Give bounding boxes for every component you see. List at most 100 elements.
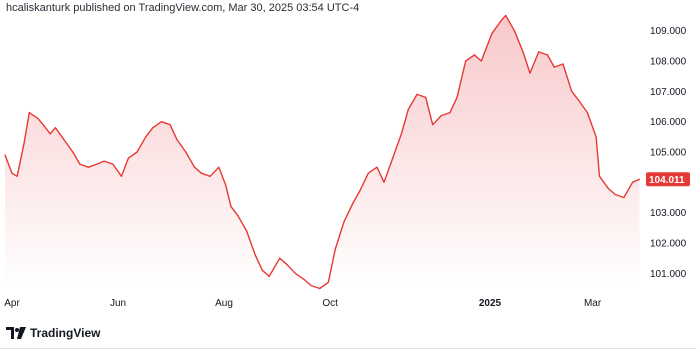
author-name: hcaliskanturk xyxy=(6,2,71,14)
data-point xyxy=(42,124,44,126)
data-point xyxy=(623,196,625,199)
data-point xyxy=(169,124,171,126)
data-point xyxy=(103,160,105,162)
data-point xyxy=(383,181,385,183)
data-point xyxy=(632,181,634,183)
data-point xyxy=(193,166,196,168)
data-point xyxy=(268,275,270,277)
data-point xyxy=(638,178,641,180)
data-point xyxy=(449,112,451,114)
data-point xyxy=(23,142,25,144)
publish-header: hcaliskanturk published on TradingView.c… xyxy=(6,2,359,14)
data-point xyxy=(261,269,263,271)
tradingview-logo-icon xyxy=(6,327,26,339)
y-tick-label: 103.000 xyxy=(650,208,687,219)
data-point xyxy=(310,284,312,287)
data-point xyxy=(522,51,524,53)
data-point xyxy=(160,121,163,123)
data-point xyxy=(176,139,178,141)
data-point xyxy=(286,263,288,265)
data-point xyxy=(578,99,580,101)
data-point xyxy=(28,112,30,114)
data-point xyxy=(538,51,540,53)
data-point xyxy=(546,54,549,56)
data-point xyxy=(553,66,555,68)
x-axis: Apr Jun Aug Oct 2025 Mar xyxy=(4,298,602,309)
data-point xyxy=(246,230,248,232)
data-point xyxy=(79,163,81,165)
footer: TradingView xyxy=(6,323,100,343)
data-point xyxy=(359,190,361,192)
data-point xyxy=(4,154,6,156)
data-point xyxy=(499,21,501,23)
data-point xyxy=(505,14,507,17)
data-point xyxy=(465,60,467,62)
data-point xyxy=(491,33,493,35)
data-point xyxy=(598,175,601,177)
data-point xyxy=(200,172,202,174)
data-point xyxy=(400,133,402,135)
data-point xyxy=(319,287,321,290)
data-point xyxy=(225,184,227,186)
y-tick-label: 108.000 xyxy=(650,57,687,68)
data-point xyxy=(562,63,564,65)
data-point xyxy=(480,60,482,62)
y-tick-label: 109.000 xyxy=(650,26,687,37)
data-point xyxy=(343,221,345,223)
last-value-badge: 104.011 xyxy=(646,172,690,187)
data-point xyxy=(607,187,609,189)
x-tick-label: Jun xyxy=(110,298,126,309)
data-point xyxy=(11,172,13,174)
data-point xyxy=(407,108,409,111)
data-point xyxy=(152,127,154,129)
data-point xyxy=(614,193,616,196)
data-point xyxy=(294,272,296,274)
data-point xyxy=(54,127,57,129)
x-tick-label: 2025 xyxy=(479,298,502,309)
last-value-badge-bg xyxy=(646,172,690,187)
y-tick-label: 101.000 xyxy=(650,269,687,280)
data-point xyxy=(529,72,531,74)
data-point xyxy=(416,93,418,95)
y-tick-label: 102.000 xyxy=(650,239,687,250)
data-point xyxy=(254,254,256,256)
data-point xyxy=(230,206,232,208)
data-point xyxy=(367,172,369,174)
data-point xyxy=(571,90,573,92)
data-point xyxy=(303,278,305,280)
footer-divider xyxy=(0,348,697,349)
tradingview-brand: TradingView xyxy=(30,326,101,340)
data-point xyxy=(96,163,98,165)
last-value-label: 104.011 xyxy=(649,175,685,186)
data-point xyxy=(237,215,239,217)
data-point xyxy=(334,248,336,250)
data-point xyxy=(16,175,18,177)
data-point xyxy=(456,96,458,98)
price-chart: 101.000102.000103.000104.000105.000106.0… xyxy=(4,14,690,309)
data-point xyxy=(120,175,123,177)
data-point xyxy=(49,133,51,135)
x-tick-label: Mar xyxy=(584,298,602,309)
data-point xyxy=(112,163,114,165)
data-point xyxy=(145,136,147,138)
y-tick-label: 105.000 xyxy=(650,148,687,159)
data-point xyxy=(376,166,378,168)
data-point xyxy=(72,151,74,153)
data-point xyxy=(63,139,65,141)
data-point xyxy=(127,157,129,159)
price-line xyxy=(4,14,640,290)
data-point xyxy=(279,257,281,259)
x-tick-label: Aug xyxy=(215,298,233,309)
data-point xyxy=(473,54,475,56)
publish-date: Mar 30, 2025 03:54 UTC-4 xyxy=(228,2,360,14)
y-axis: 101.000102.000103.000104.000105.000106.0… xyxy=(650,26,687,280)
y-tick-label: 107.000 xyxy=(650,87,687,98)
data-point xyxy=(513,30,516,32)
data-point xyxy=(327,281,329,283)
x-tick-label: Oct xyxy=(322,298,338,309)
data-point xyxy=(136,151,138,153)
data-point xyxy=(209,175,211,177)
published-on-text: published on TradingView.com, xyxy=(73,2,226,14)
data-point xyxy=(432,124,434,126)
data-point xyxy=(87,166,89,168)
